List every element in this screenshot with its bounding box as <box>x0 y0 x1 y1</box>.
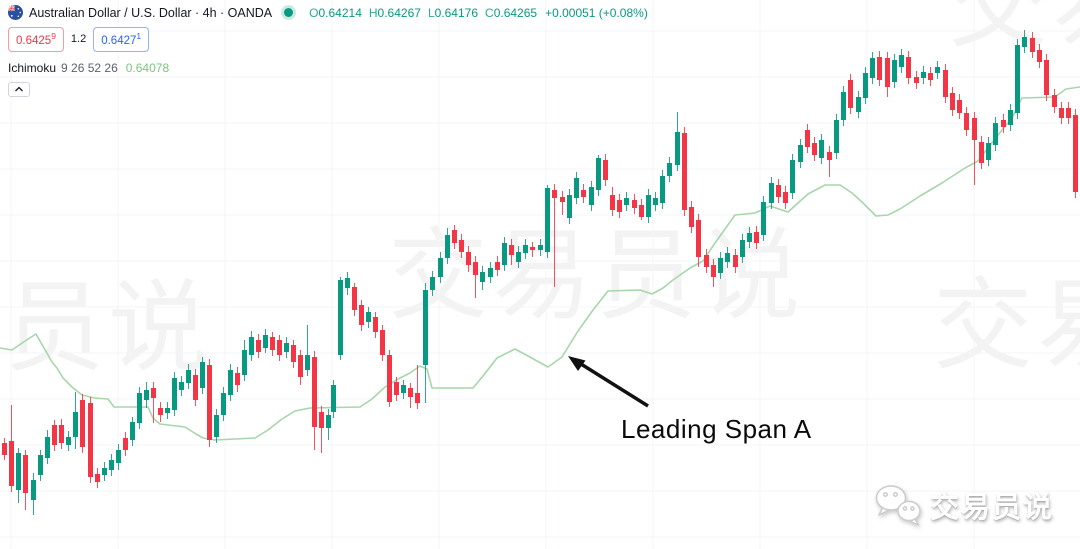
collapse-legend-button[interactable] <box>8 81 30 97</box>
chevron-up-icon <box>15 86 23 92</box>
symbol-title: Australian Dollar / U.S. Dollar · 4h · O… <box>29 5 273 20</box>
australia-flag-icon <box>8 5 23 20</box>
spread-value: 1.2 <box>70 33 87 46</box>
close-value: 0.64265 <box>493 5 538 20</box>
low-label: L <box>427 5 435 20</box>
open-value: 0.64214 <box>318 5 362 20</box>
high-label: H <box>368 5 378 20</box>
sell-bid-button[interactable]: 0.64259 <box>8 27 64 52</box>
open-label: O <box>309 5 319 20</box>
indicator-row[interactable]: Ichimoku 9 26 52 26 0.64078 <box>8 61 648 75</box>
change-value: +0.00051 (+0.08%) <box>545 5 648 20</box>
indicator-value: 0.64078 <box>125 60 170 75</box>
indicator-params: 9 26 52 26 <box>61 60 118 75</box>
background-watermark: 交易员说 <box>933 270 1080 382</box>
annotation-label: Leading Span A <box>621 414 812 444</box>
ohlc-values: O 0.64214 H 0.64267 L 0.64176 C 0.64265 +0.0… <box>309 6 648 20</box>
background-watermark: 交易员说 <box>0 272 212 384</box>
brand-text: 交易员说 <box>929 492 1054 524</box>
leading-span-a-line <box>0 86 1080 441</box>
background-watermark: 交易员说 <box>948 0 1080 60</box>
quote-row: 0.64259 1.2 0.64271 <box>8 27 648 52</box>
low-value: 0.64176 <box>434 5 479 20</box>
ask-sup-digit: 1 <box>136 31 142 41</box>
annotation-arrow <box>568 356 649 408</box>
indicator-name: Ichimoku <box>8 60 57 75</box>
buy-ask-button[interactable]: 0.64271 <box>93 27 150 52</box>
close-label: C <box>485 5 494 20</box>
bid-sup-digit: 9 <box>51 31 56 41</box>
symbol-row[interactable]: Australian Dollar / U.S. Dollar · 4h · O… <box>8 5 648 20</box>
high-value: 0.64267 <box>377 5 421 20</box>
brand-watermark: 交易员说 <box>872 483 1054 527</box>
wechat-icon <box>875 485 921 526</box>
candles-layer <box>2 30 1078 515</box>
market-status-icon <box>284 8 294 17</box>
chart-legend: Australian Dollar / U.S. Dollar · 4h · O… <box>8 5 648 97</box>
